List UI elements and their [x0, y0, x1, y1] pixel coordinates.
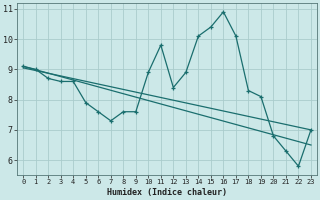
X-axis label: Humidex (Indice chaleur): Humidex (Indice chaleur)	[107, 188, 227, 197]
